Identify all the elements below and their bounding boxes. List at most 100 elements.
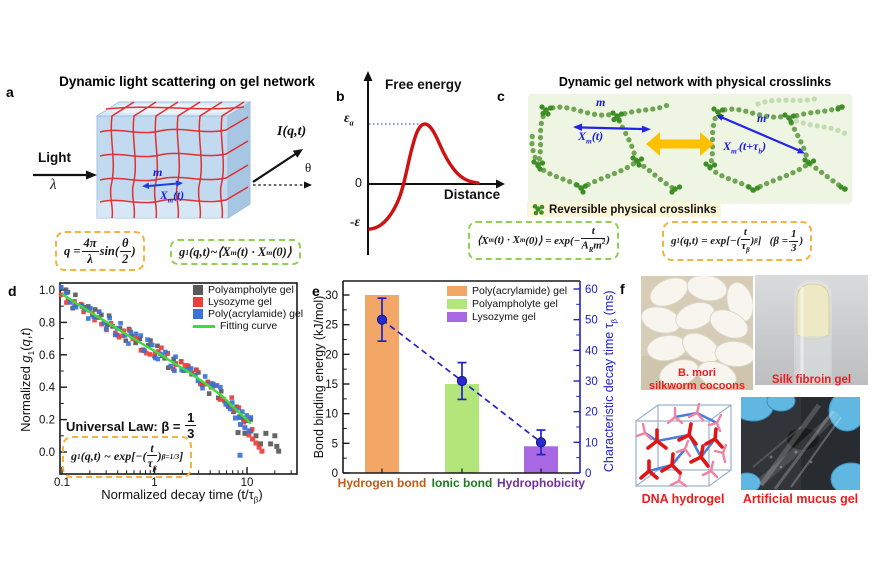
crosslink-note-text: Reversible physical crosslinks xyxy=(549,203,717,216)
svg-text:0.2: 0.2 xyxy=(39,415,55,427)
caption-artificial-mucus-gel: Artificial mucus gel xyxy=(742,492,859,506)
dna-hydrogel-art xyxy=(627,397,739,490)
svg-text:20: 20 xyxy=(325,349,338,361)
mesh-vector-arrow-right xyxy=(716,114,805,154)
d-x-axis-label: Normalized decay time (t/τβ) xyxy=(101,487,263,505)
svg-text:0.6: 0.6 xyxy=(39,350,55,362)
decay-time-marker xyxy=(535,437,547,448)
panel-b-title: Free energy xyxy=(385,77,462,92)
equation-scattering-vector: q = 4π λ sin(θ 2) xyxy=(55,231,145,271)
legend-swatch xyxy=(193,285,203,295)
legend-e: Poly(acrylamide) gel Polyampholyte gel L… xyxy=(447,284,567,323)
mesh-vector-label: Xm(t) xyxy=(160,190,185,205)
photo-artificial-mucus-gel xyxy=(732,390,872,496)
dna-y-motifs-red xyxy=(639,422,724,480)
panel-a-title: Dynamic light scattering on gel network xyxy=(59,74,315,89)
mesh-vector-label-c: Xm(t) xyxy=(578,129,604,146)
polymer-mesh xyxy=(99,101,249,219)
svg-text:0.0: 0.0 xyxy=(39,447,55,459)
scattered-intensity-label: I(q,t) xyxy=(277,124,307,139)
svg-text:30: 30 xyxy=(325,290,338,302)
mesh-vector-arrow-left xyxy=(573,123,651,133)
d-y-axis-label: Normalized g1(q,t) xyxy=(18,327,36,432)
silk-gel-photo-art xyxy=(755,275,868,385)
svg-text:15: 15 xyxy=(325,379,338,391)
svg-text:20: 20 xyxy=(585,407,598,419)
crosslink-cluster-icon xyxy=(532,204,545,216)
caption-silk-fibroin-gel: Silk fibroin gel xyxy=(771,374,852,386)
legend-item: Poly(acrylamide) gel xyxy=(193,308,303,320)
category-hydrophobicity: Hydrophobicity xyxy=(496,476,585,490)
equation-stretched-exponential: g 1 (q,t) = exp[−(t τβ) β] (β = 1 3) xyxy=(662,221,813,261)
decay-time-marker xyxy=(376,314,388,325)
svg-text:25: 25 xyxy=(325,320,338,332)
legend-d: Polyampholyte gel Lysozyme gel Poly(acry… xyxy=(193,284,303,332)
dna-y-motifs-pink xyxy=(635,402,728,488)
panel-f-label: f xyxy=(620,281,625,297)
panel-e-label: e xyxy=(312,283,320,299)
legend-item: Polyampholyte gel xyxy=(193,284,303,296)
svg-text:1: 1 xyxy=(151,477,157,486)
well-depth-label: -ε xyxy=(349,214,360,229)
distance-label: Distance xyxy=(443,187,501,202)
panel-b-label: b xyxy=(336,88,345,104)
incident-light-arrow xyxy=(33,170,97,180)
category-ionic-bond: Ionic bond xyxy=(431,476,493,490)
legend-label: Polyampholyte gel xyxy=(472,297,558,310)
svg-text:10: 10 xyxy=(325,409,338,421)
legend-item: Lysozyme gel xyxy=(193,296,303,308)
legend-swatch xyxy=(193,297,203,307)
panel-d-label: d xyxy=(8,283,17,299)
legend-swatch xyxy=(447,285,467,296)
category-hydrogen-bond: Hydrogen bond xyxy=(337,476,427,490)
svg-text:30: 30 xyxy=(585,376,598,388)
legend-item: Lysozyme gel xyxy=(447,310,567,323)
e-left-axis-label: Bond binding energy (kJ/mol) xyxy=(312,295,326,459)
x-axis-arrowhead xyxy=(496,179,505,189)
mesh-vector-label-prime: Xm'(t+τb) xyxy=(723,139,767,156)
svg-text:10: 10 xyxy=(585,437,598,449)
light-label: Light xyxy=(38,150,71,165)
bond-energy-bar-chart: 0 5 10 15 20 25 30 0 10 20 30 40 50 60 xyxy=(325,280,598,480)
transmitted-beam-arrow xyxy=(253,181,312,189)
legend-label: Poly(acrylamide) gel xyxy=(208,308,304,320)
equation-universal-law: g 1 (q,t) ~ exp[−(t τβ) β=1/3] xyxy=(62,436,193,478)
mesh-label: m xyxy=(153,165,163,179)
panel-a-label: a xyxy=(6,84,14,100)
mesh-label-c: m xyxy=(596,95,606,109)
energy-curve xyxy=(368,122,480,231)
caption-cocoons: B. mori silkworm cocoons xyxy=(649,367,745,392)
svg-text:60: 60 xyxy=(585,284,598,296)
glove-fingers xyxy=(732,390,872,496)
legend-label: Lysozyme gel xyxy=(472,310,536,323)
zero-label: 0 xyxy=(355,176,362,190)
svg-text:0: 0 xyxy=(332,468,338,480)
fitting-curve xyxy=(61,293,252,425)
panel-c-title: Dynamic gel network with physical crossl… xyxy=(558,75,832,89)
legend-label: Poly(acrylamide) gel xyxy=(472,284,568,297)
gel-scattering-illustration xyxy=(33,101,312,219)
panel-c-label: c xyxy=(497,88,505,104)
photo-dna-hydrogel xyxy=(627,397,739,490)
activation-energy-label: εa xyxy=(344,110,354,128)
svg-text:0.4: 0.4 xyxy=(39,382,56,394)
scattered-light-arrow xyxy=(252,149,303,183)
legend-item: Poly(acrylamide) gel xyxy=(447,284,567,297)
legend-label: Fitting curve xyxy=(220,320,278,332)
gel-strands xyxy=(752,403,842,490)
mucus-gel-photo-art xyxy=(732,390,872,496)
mesh-size-arrow xyxy=(142,180,183,189)
legend-item: Fitting curve xyxy=(193,320,303,332)
svg-text:5: 5 xyxy=(332,438,338,450)
legend-label: Polyampholyte gel xyxy=(208,284,294,296)
svg-text:10: 10 xyxy=(241,477,254,486)
crosslink-note: Reversible physical crosslinks xyxy=(527,202,722,217)
correlation-scatter-chart: 0.1 1 10 0.0 0.2 0.4 0.6 0.8 1.0 xyxy=(39,282,298,486)
gel-network-illustration xyxy=(528,94,852,204)
crosslink-clusters xyxy=(531,104,848,195)
svg-text:50: 50 xyxy=(585,315,598,327)
